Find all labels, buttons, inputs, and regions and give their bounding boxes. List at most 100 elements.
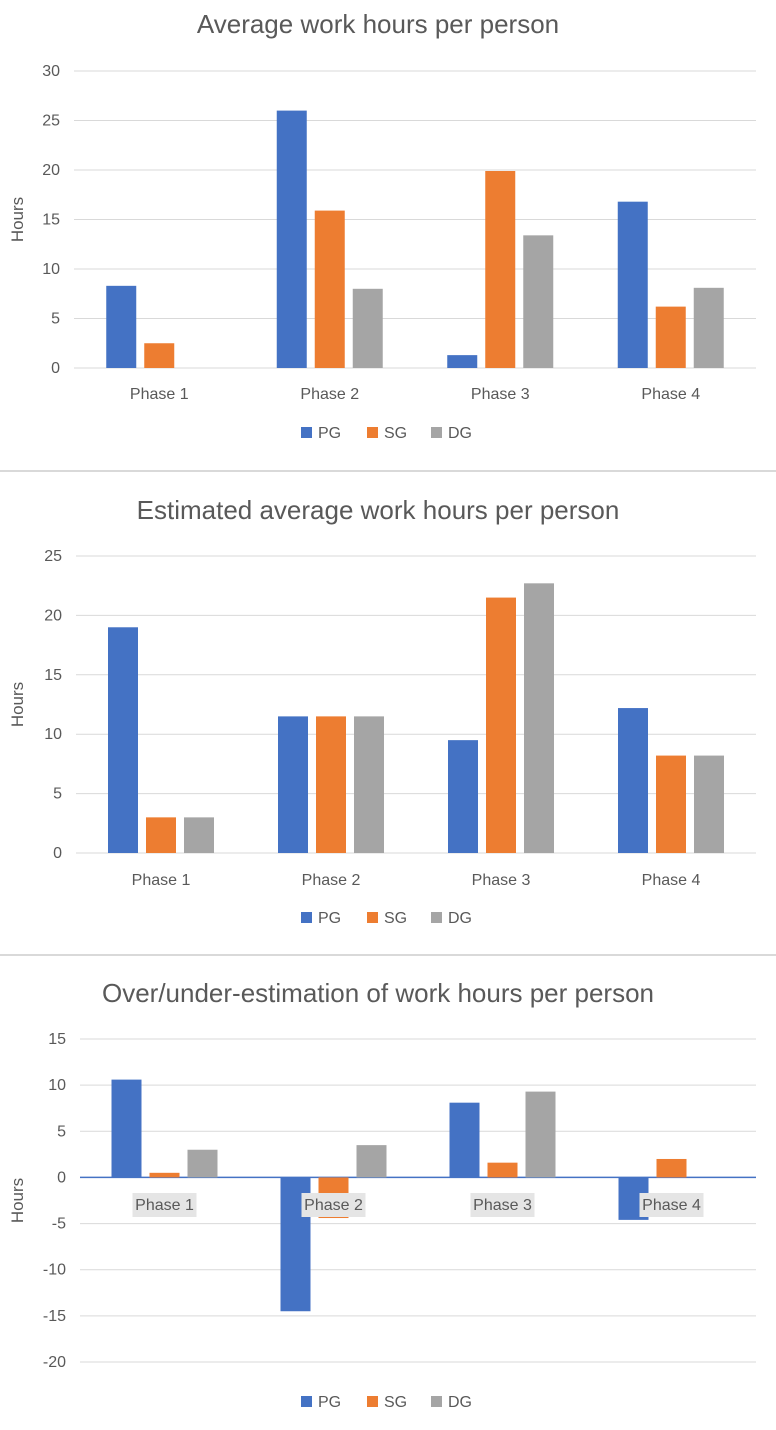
bar-dg-phase-2 xyxy=(352,288,383,368)
category-label-background xyxy=(470,1193,535,1217)
bar-dg-phase-3 xyxy=(525,1091,556,1178)
bar-dg-phase-4 xyxy=(693,287,724,368)
legend-label-sg: SG xyxy=(384,910,407,927)
y-tick-label: 5 xyxy=(51,311,60,328)
x-tick-label-phase-2: Phase 2 xyxy=(304,1197,363,1214)
chart-divider xyxy=(0,470,776,472)
legend-label-sg: SG xyxy=(384,425,407,442)
x-tick-label-phase-4: Phase 4 xyxy=(642,1197,701,1214)
category-label-background xyxy=(132,1193,197,1217)
x-tick-label-phase-2: Phase 2 xyxy=(302,872,361,889)
y-tick-label: 20 xyxy=(44,607,62,624)
y-tick-label: 15 xyxy=(44,667,62,684)
y-tick-label: 15 xyxy=(48,1031,66,1048)
bar-dg-phase-2 xyxy=(356,1145,387,1178)
y-tick-label: 25 xyxy=(44,548,62,565)
x-tick-label-phase-3: Phase 3 xyxy=(473,1197,532,1214)
bar-sg-phase-4 xyxy=(655,306,686,368)
chart-panel-3: Over/under-estimation of work hours per … xyxy=(0,956,776,1430)
bar-sg-phase-3 xyxy=(487,1162,518,1178)
bar-pg-phase-1 xyxy=(106,285,137,368)
bar-pg-phase-3 xyxy=(448,740,478,853)
legend-label-pg: PG xyxy=(318,1394,341,1411)
y-tick-label: -10 xyxy=(43,1262,66,1279)
bar-pg-phase-3 xyxy=(449,1102,480,1178)
y-tick-label: 0 xyxy=(51,360,60,377)
bar-sg-phase-4 xyxy=(656,755,686,853)
bar-pg-phase-2 xyxy=(278,716,308,853)
bar-pg-phase-4 xyxy=(618,708,648,853)
x-tick-label-phase-1: Phase 1 xyxy=(132,872,191,889)
legend-label-pg: PG xyxy=(318,910,341,927)
bar-dg-phase-3 xyxy=(524,583,554,853)
category-label-background xyxy=(639,1193,704,1217)
x-tick-label-phase-3: Phase 3 xyxy=(471,386,530,403)
bar-pg-phase-4 xyxy=(617,201,648,368)
chart-panel-2: Estimated average work hours per person H… xyxy=(0,472,776,954)
chart-panel-1: Average work hours per person Hours 0 5 10 15… xyxy=(0,0,776,470)
bar-sg-phase-4 xyxy=(656,1158,687,1178)
bar-sg-phase-1 xyxy=(144,343,175,368)
chart-divider xyxy=(0,954,776,956)
bar-sg-phase-2 xyxy=(316,716,346,853)
legend-swatch-sg xyxy=(367,427,378,438)
chart-title: Over/under-estimation of work hours per … xyxy=(102,978,654,1008)
y-tick-label: 0 xyxy=(57,1169,66,1186)
x-tick-label-phase-1: Phase 1 xyxy=(135,1197,194,1214)
y-tick-label: 5 xyxy=(57,1123,66,1140)
bar-pg-phase-3 xyxy=(447,355,478,368)
x-tick-label-phase-3: Phase 3 xyxy=(472,872,531,889)
average-hours-chart: Average work hours per person Hours 0 5 10 15… xyxy=(8,9,756,442)
bar-dg-phase-1 xyxy=(184,817,214,853)
y-tick-label: 5 xyxy=(53,786,62,803)
legend-swatch-sg xyxy=(367,1396,378,1407)
y-tick-label: 10 xyxy=(44,726,62,743)
legend-swatch-dg xyxy=(431,1396,442,1407)
x-tick-label-phase-1: Phase 1 xyxy=(130,386,189,403)
bar-dg-phase-1 xyxy=(187,1149,218,1178)
legend-label-dg: DG xyxy=(448,910,472,927)
y-tick-label: -15 xyxy=(43,1308,66,1325)
legend-swatch-pg xyxy=(301,1396,312,1407)
bar-pg-phase-2 xyxy=(276,110,307,368)
estimation-error-chart: Over/under-estimation of work hours per … xyxy=(8,978,756,1411)
x-tick-label-phase-2: Phase 2 xyxy=(300,386,359,403)
chart-title: Average work hours per person xyxy=(197,9,559,39)
bar-sg-phase-1 xyxy=(149,1172,180,1178)
y-tick-label: 0 xyxy=(53,845,62,862)
bar-sg-phase-3 xyxy=(485,170,516,368)
bar-sg-phase-2 xyxy=(314,210,345,368)
legend-label-dg: DG xyxy=(448,425,472,442)
legend-label-pg: PG xyxy=(318,425,341,442)
legend-swatch-dg xyxy=(431,427,442,438)
y-tick-label: 10 xyxy=(48,1077,66,1094)
bar-pg-phase-1 xyxy=(111,1079,142,1178)
estimated-hours-chart: Estimated average work hours per person H… xyxy=(8,495,756,927)
y-tick-label: 10 xyxy=(42,261,60,278)
y-tick-label: 15 xyxy=(42,212,60,229)
y-axis-label: Hours xyxy=(8,682,27,727)
legend-label-dg: DG xyxy=(448,1394,472,1411)
bar-pg-phase-1 xyxy=(108,627,138,853)
bar-dg-phase-3 xyxy=(523,235,554,368)
y-tick-label: -20 xyxy=(43,1354,66,1371)
x-tick-label-phase-4: Phase 4 xyxy=(642,872,701,889)
y-tick-label: 25 xyxy=(42,113,60,130)
bar-sg-phase-1 xyxy=(146,817,176,853)
legend-swatch-pg xyxy=(301,912,312,923)
y-tick-label: 30 xyxy=(42,63,60,80)
y-axis-label: Hours xyxy=(8,1178,27,1223)
chart-title: Estimated average work hours per person xyxy=(137,495,620,525)
legend-swatch-pg xyxy=(301,427,312,438)
bar-dg-phase-2 xyxy=(354,716,384,853)
legend-swatch-dg xyxy=(431,912,442,923)
x-tick-label-phase-4: Phase 4 xyxy=(641,386,700,403)
y-tick-label: 20 xyxy=(42,162,60,179)
y-tick-label: -5 xyxy=(52,1216,66,1233)
legend-label-sg: SG xyxy=(384,1394,407,1411)
bar-dg-phase-4 xyxy=(694,755,724,853)
legend-swatch-sg xyxy=(367,912,378,923)
category-label-background xyxy=(301,1193,366,1217)
y-axis-label: Hours xyxy=(8,197,27,242)
bar-sg-phase-3 xyxy=(486,597,516,853)
